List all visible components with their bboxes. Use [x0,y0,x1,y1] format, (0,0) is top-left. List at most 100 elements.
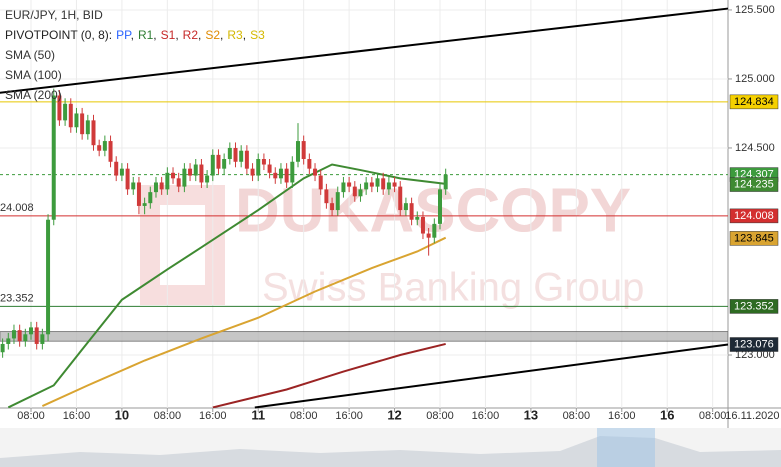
x-tick-label: 16:00 [608,410,636,422]
x-tick-label: 08:00 [699,410,727,422]
indicator-part: S2 [205,28,220,42]
indicator-part: S1 [161,28,176,42]
y-tick-label: 123.000 [735,349,775,361]
price-label: 123.076 [734,338,774,350]
candle-body [273,172,278,179]
candle-body [125,168,130,190]
candle-body [40,334,45,344]
price-label-box [729,231,779,246]
x-tick-label: 16:00 [335,410,363,422]
candle-body [261,159,266,165]
x-tick-label: 16:00 [472,410,500,422]
x-tick-label: 10 [115,407,129,422]
candle-body [85,120,90,135]
price-label-box [729,208,779,224]
candle-body [131,182,136,190]
candle-body [80,113,85,135]
candle-body [381,178,386,190]
candle-body [307,159,312,169]
candle-body [51,95,56,220]
sma-line [41,236,447,407]
sma-line [212,342,446,408]
candle-body [0,343,5,353]
legend-entry: SMA (200) [5,88,62,102]
legend-entry: SMA (100) [5,68,62,82]
x-tick-label: 11 [251,407,265,422]
candle-body [34,327,39,344]
candle-body [63,103,68,121]
candle-body [193,164,198,176]
line-label: 24.008 [0,202,34,214]
candle-body [341,182,346,193]
price-label: 123.352 [734,300,774,312]
candle-body [222,159,227,169]
candle-body [74,113,79,128]
candle-body [199,164,204,183]
candle-body [108,141,113,162]
candle-body [392,182,397,187]
indicator-part: R3 [227,28,243,42]
candle-body [295,141,300,162]
candle-body [57,95,62,121]
candle-body [171,172,176,179]
candle-body [432,223,437,238]
candle-body [23,334,28,342]
candle-body [335,192,340,211]
price-label: 124.834 [734,96,774,108]
indicator-legend: PIVOTPOINT (0, 8): PP, R1, S1, R2, S2, R3, S3 [5,28,265,42]
candle-body [17,330,22,342]
navigator-area [0,436,781,467]
x-tick-label: 08:00 [290,410,318,422]
candle-body [398,186,403,211]
candle-body [153,182,158,193]
candle-body [313,168,318,176]
candle-body [244,150,249,169]
y-tick-label: 125.500 [735,4,775,16]
candle-body [358,189,363,197]
price-label: 123.845 [734,232,774,244]
candle-body [290,161,295,183]
legend-entry: SMA (50) [5,48,55,62]
candle-body [159,182,164,190]
candle-body [97,145,102,151]
candle-body [256,159,261,176]
x-tick-label: 08:00 [563,410,591,422]
candle-body [29,327,34,335]
y-tick-label: 124.500 [735,142,775,154]
x-tick-label: 08:00 [154,410,182,422]
candle-body [91,120,96,146]
candle-body [46,219,51,335]
price-label-box [729,299,779,314]
separator: , [175,28,178,42]
navigator [0,428,781,467]
separator: , [243,28,246,42]
candle-body [11,330,16,339]
candle-body [267,164,272,173]
price-label: 124.235 [734,178,774,190]
candle-body [239,150,244,162]
candle-body [227,147,232,160]
candle-body [330,203,335,211]
candle-body [136,182,141,206]
navigator-window[interactable] [597,428,655,467]
candle-body [210,154,215,176]
price-label-box [729,177,779,192]
candle-body [403,203,408,211]
indicator-part: S3 [250,28,265,42]
trendline [254,343,729,409]
candle-body [250,168,255,176]
x-tick-label: 08:00 [17,410,45,422]
candle-body [420,216,425,234]
indicator-part: R2 [183,28,199,42]
candle-body [301,141,306,160]
sma-line [7,163,446,408]
candle-body [114,161,119,176]
candle-body [278,168,283,179]
x-tick-label: 08:00 [426,410,454,422]
candle-body [375,178,380,187]
price-label-box [729,337,779,352]
indicator-label: PIVOTPOINT (0, 8): [5,28,112,42]
separator: , [220,28,223,42]
